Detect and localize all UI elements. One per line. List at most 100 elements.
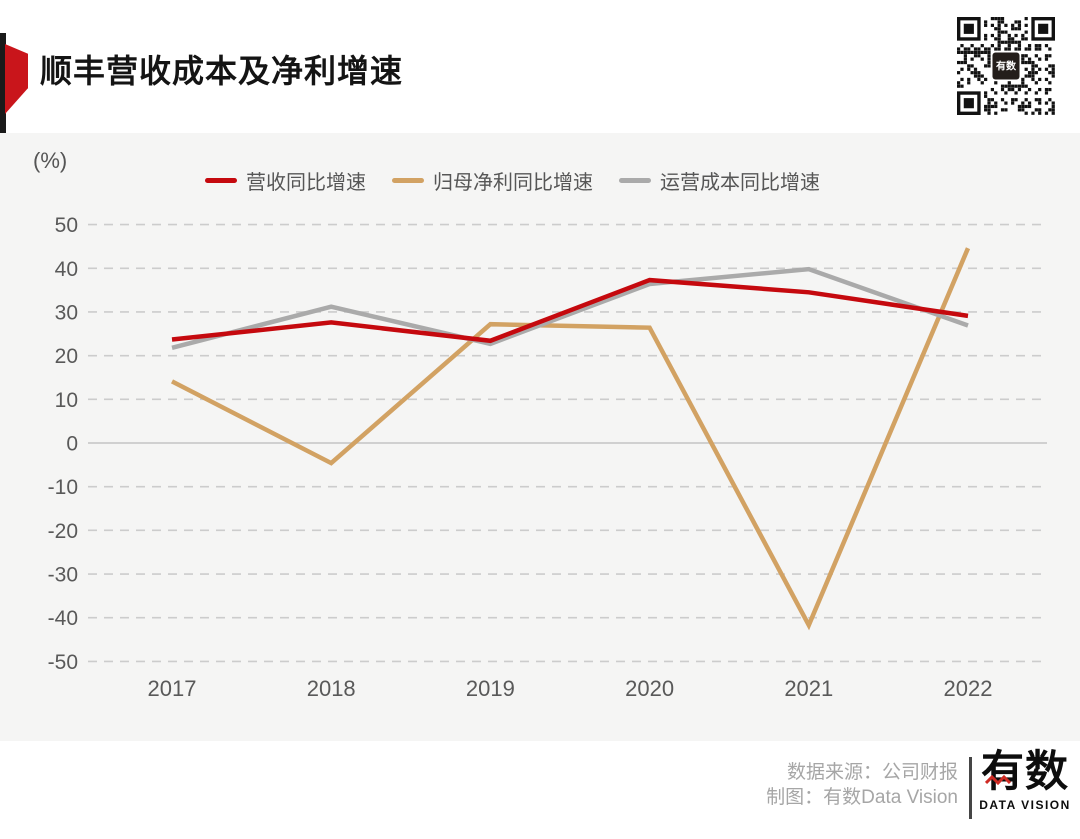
qr-module [997,17,1001,21]
qr-module [980,74,984,78]
qr-module [997,20,1001,24]
qr-module [977,54,981,58]
qr-module [1038,57,1042,61]
qr-module [960,84,964,88]
qr-module [997,40,1001,44]
qr-module [963,57,967,61]
qr-module [1004,40,1008,44]
footer-divider [969,757,972,819]
qr-module [960,50,964,55]
qr-module [1024,74,1028,78]
qr-module [994,47,998,51]
qr-module [973,47,978,51]
qr-module [1021,77,1025,82]
qr-module [1051,67,1055,71]
x-tick-label: 2020 [625,676,674,701]
qr-module [987,47,991,51]
qr-module [1034,64,1038,68]
x-tick-label: 2021 [784,676,833,701]
legend-swatch [619,178,651,183]
qr-module [1004,47,1008,51]
qr-finder-core [963,23,974,34]
qr-module [1021,57,1025,61]
qr-module [987,98,991,102]
qr-module [980,44,984,48]
qr-module [1014,20,1018,24]
qr-module [960,44,964,48]
qr-module [1048,64,1052,68]
brand-logo: 有数 DATA VISION [979,748,1071,812]
qr-module [973,67,978,71]
qr-module [1000,108,1005,112]
qr-module [967,50,971,55]
qr-module [1038,47,1042,51]
qr-module [1024,17,1028,21]
qr-module [967,81,971,85]
qr-module [1044,44,1049,48]
qr-module [1034,54,1038,58]
qr-module [1031,67,1035,71]
qr-module [1027,74,1032,78]
credit-line: 制图：有数Data Vision [766,787,958,808]
qr-module [1031,60,1035,65]
x-tick-label: 2019 [466,676,515,701]
qr-module [980,50,984,55]
qr-module [1007,44,1011,48]
qr-module [1048,108,1052,112]
qr-module [1007,33,1011,38]
qr-module [1031,74,1035,78]
qr-module [1011,37,1015,41]
qr-module [1017,108,1022,112]
qr-module [1004,23,1008,27]
y-tick-label: 50 [55,214,78,237]
qr-module [987,60,991,65]
series-line-营收同比增速 [171,277,969,344]
chart-panel: (%) 营收同比增速 归母净利同比增速 运营成本同比增速 -50 -40 -30 -20-… [0,133,1080,741]
qr-module [990,98,995,102]
qr-module [1014,33,1018,38]
qr-module [1024,67,1028,71]
qr-module [1031,71,1035,75]
y-tick-label: 0 [66,433,78,456]
qr-module [987,108,991,112]
qr-module [1011,101,1015,105]
qr-module [1031,111,1035,115]
qr-module [1024,91,1028,95]
qr-module [967,67,971,71]
qr-module [1000,98,1005,102]
qr-module [1014,40,1018,44]
qr-module [1048,87,1052,92]
qr-module [1031,64,1035,68]
qr-module [1011,27,1015,31]
qr-module [973,54,978,58]
qr-module [1038,44,1042,48]
qr-module [980,57,984,61]
qr-finder-core [1038,23,1049,34]
qr-module [1024,111,1028,115]
qr-module [977,47,981,51]
qr-module [984,23,988,27]
qr-module [990,23,995,27]
legend-item-运营成本同比增速: 运营成本同比增速 [619,166,820,195]
qr-module [1038,108,1042,112]
y-tick-label: -10 [48,476,78,499]
qr-module [970,50,974,55]
qr-module [973,50,978,55]
qr-module [984,77,988,82]
qr-module [967,47,971,51]
qr-module [1017,104,1022,109]
qr-module [984,104,988,109]
qr-module [1051,101,1055,105]
qr-module [1044,54,1049,58]
qr-module [1024,30,1028,34]
legend-label: 营收同比增速 [246,172,366,194]
brand-logo-text: 有数 [981,748,1069,796]
qr-module [1007,47,1011,51]
qr-module [1027,71,1032,75]
qr-module [987,50,991,55]
x-tick-label: 2018 [307,676,356,701]
qr-module [1024,37,1028,41]
brand-logo-subtext: DATA VISION [979,798,1071,813]
qr-module [1038,98,1042,102]
qr-module [1007,84,1011,88]
